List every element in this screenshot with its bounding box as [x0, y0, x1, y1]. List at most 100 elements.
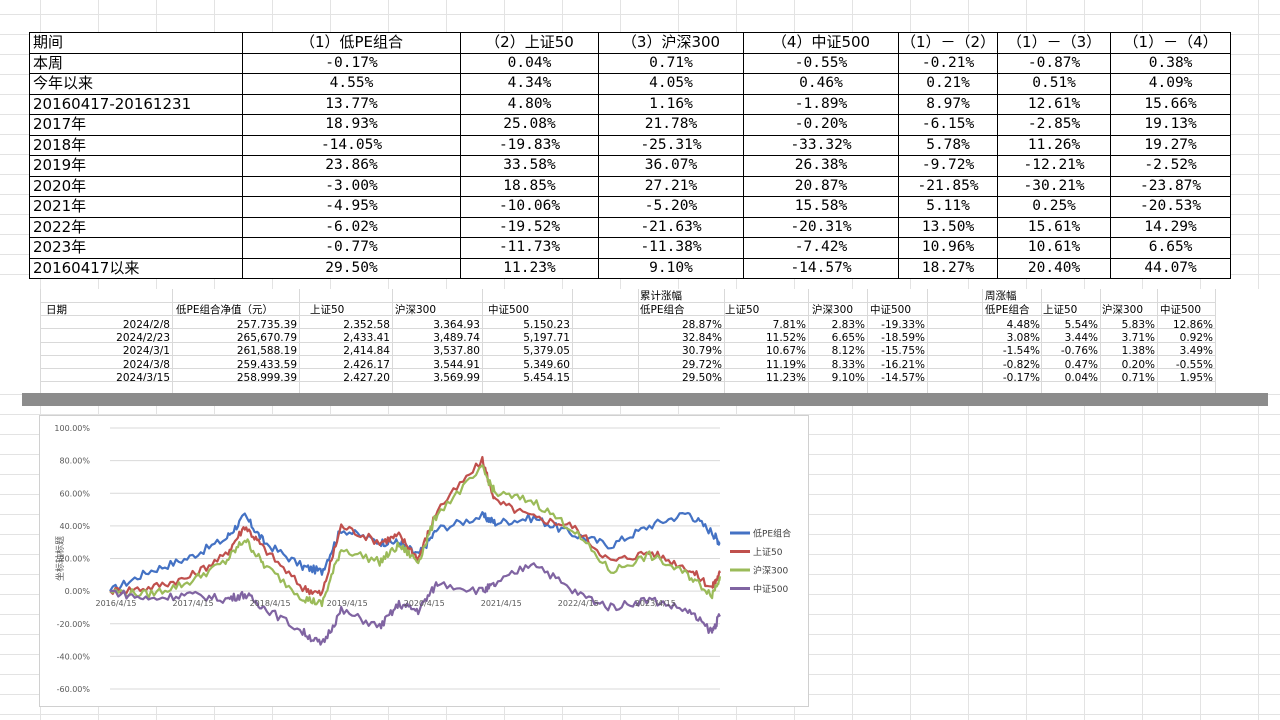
value-cell[interactable]: 36.07% — [598, 155, 744, 177]
nav-header-cell[interactable]: 中证500 — [1160, 304, 1202, 316]
value-cell[interactable]: -7.42% — [743, 237, 899, 259]
value-cell[interactable]: 21.78% — [598, 114, 744, 136]
nav-cell[interactable]: 1.95% — [1179, 371, 1213, 384]
value-cell[interactable]: 0.21% — [897, 73, 999, 95]
value-cell[interactable]: 18.27% — [897, 257, 999, 279]
row-label-cell[interactable]: 本周 — [29, 52, 243, 74]
value-cell[interactable]: -11.38% — [598, 237, 744, 259]
nav-cell[interactable]: 0.20% — [1121, 358, 1155, 371]
nav-cell[interactable]: 6.65% — [831, 332, 865, 345]
nav-cell[interactable]: 2024/3/8 — [122, 358, 170, 371]
nav-cell[interactable]: -0.55% — [1175, 358, 1213, 371]
value-cell[interactable]: 27.21% — [598, 175, 744, 197]
nav-cell[interactable]: -0.17% — [1002, 371, 1040, 384]
nav-cell[interactable]: 5,197.71 — [523, 332, 570, 345]
value-cell[interactable]: -0.55% — [743, 52, 899, 74]
nav-cell[interactable]: 2,352.58 — [343, 319, 390, 331]
nav-cell[interactable]: 4.48% — [1006, 319, 1040, 331]
nav-header-cell[interactable]: 沪深300 — [812, 304, 854, 316]
nav-cell[interactable]: 8.12% — [831, 345, 865, 358]
row-label-cell[interactable]: 2018年 — [29, 134, 243, 156]
row-label-cell[interactable]: 2022年 — [29, 216, 243, 238]
nav-cell[interactable]: 261,588.19 — [236, 345, 297, 358]
value-cell[interactable]: -0.77% — [242, 237, 461, 259]
value-cell[interactable]: -0.17% — [242, 52, 461, 74]
nav-cell[interactable]: -19.33% — [881, 319, 925, 331]
value-cell[interactable]: 0.71% — [598, 52, 744, 74]
value-cell[interactable]: 4.09% — [1110, 73, 1232, 95]
value-cell[interactable]: -19.83% — [460, 134, 599, 156]
value-cell[interactable]: 4.34% — [460, 73, 599, 95]
nav-cell[interactable]: 5,379.05 — [523, 345, 570, 358]
nav-header-cell[interactable]: 低PE组合 — [985, 304, 1030, 316]
nav-cell[interactable]: 258,999.39 — [236, 371, 297, 384]
nav-cell[interactable]: 5.54% — [1064, 319, 1098, 331]
nav-header-cell[interactable]: 沪深300 — [395, 304, 437, 316]
nav-cell[interactable]: 7.81% — [772, 319, 806, 331]
value-cell[interactable]: 0.38% — [1110, 52, 1232, 74]
nav-header-cell[interactable]: 上证50 — [1043, 304, 1078, 316]
value-cell[interactable]: -20.53% — [1110, 196, 1232, 218]
value-cell[interactable]: -2.52% — [1110, 155, 1232, 177]
row-label-cell[interactable]: 今年以来 — [29, 73, 243, 95]
value-cell[interactable]: 25.08% — [460, 114, 599, 136]
row-label-cell[interactable]: 2023年 — [29, 237, 243, 259]
value-cell[interactable]: 4.05% — [598, 73, 744, 95]
nav-cell[interactable]: 5.83% — [1121, 319, 1155, 331]
nav-cell[interactable]: 29.50% — [681, 371, 722, 384]
nav-header-cell[interactable]: 中证500 — [488, 304, 530, 316]
value-cell[interactable]: -0.21% — [897, 52, 999, 74]
value-cell[interactable]: 15.61% — [997, 216, 1112, 238]
value-cell[interactable]: 15.66% — [1110, 93, 1232, 115]
value-cell[interactable]: -14.05% — [242, 134, 461, 156]
value-cell[interactable]: （3）沪深300 — [598, 32, 744, 54]
value-cell[interactable]: 33.58% — [460, 155, 599, 177]
value-cell[interactable]: -4.95% — [242, 196, 461, 218]
nav-cell[interactable]: 12.86% — [1172, 319, 1213, 331]
value-cell[interactable]: -19.52% — [460, 216, 599, 238]
nav-cell[interactable]: 3,544.91 — [433, 358, 480, 371]
value-cell[interactable]: （1）－（3） — [997, 32, 1112, 54]
value-cell[interactable]: 15.58% — [743, 196, 899, 218]
value-cell[interactable]: -0.20% — [743, 114, 899, 136]
value-cell[interactable]: 26.38% — [743, 155, 899, 177]
nav-cell[interactable]: 2,433.41 — [343, 332, 390, 345]
value-cell[interactable]: -21.85% — [897, 175, 999, 197]
value-cell[interactable]: -25.31% — [598, 134, 744, 156]
value-cell[interactable]: -5.20% — [598, 196, 744, 218]
value-cell[interactable]: -33.32% — [743, 134, 899, 156]
value-cell[interactable]: 5.11% — [897, 196, 999, 218]
value-cell[interactable]: 0.46% — [743, 73, 899, 95]
value-cell[interactable]: -6.02% — [242, 216, 461, 238]
nav-header-cell[interactable]: 上证50 — [310, 304, 345, 316]
nav-cell[interactable]: 5,454.15 — [523, 371, 570, 384]
nav-cell[interactable]: 259,433.59 — [236, 358, 297, 371]
nav-cell[interactable]: 2,426.17 — [343, 358, 390, 371]
value-cell[interactable]: 4.55% — [242, 73, 461, 95]
value-cell[interactable]: 12.61% — [997, 93, 1112, 115]
value-cell[interactable]: 18.85% — [460, 175, 599, 197]
value-cell[interactable]: -23.87% — [1110, 175, 1232, 197]
value-cell[interactable]: 9.10% — [598, 257, 744, 279]
value-cell[interactable]: -30.21% — [997, 175, 1112, 197]
value-cell[interactable]: 19.13% — [1110, 114, 1232, 136]
value-cell[interactable]: -11.73% — [460, 237, 599, 259]
value-cell[interactable]: 19.27% — [1110, 134, 1232, 156]
nav-cell[interactable]: -18.59% — [881, 332, 925, 345]
nav-cell[interactable]: 32.84% — [681, 332, 722, 345]
section-cum-label[interactable]: 累计涨幅 — [640, 290, 682, 302]
nav-cell[interactable]: 1.38% — [1121, 345, 1155, 358]
value-cell[interactable]: -20.31% — [743, 216, 899, 238]
nav-cell[interactable]: -0.82% — [1002, 358, 1040, 371]
value-cell[interactable]: 14.29% — [1110, 216, 1232, 238]
nav-cell[interactable]: 3.49% — [1179, 345, 1213, 358]
nav-cell[interactable]: 0.47% — [1064, 358, 1098, 371]
value-cell[interactable]: （2）上证50 — [460, 32, 599, 54]
row-label-cell[interactable]: 2021年 — [29, 196, 243, 218]
nav-header-cell[interactable]: 上证50 — [725, 304, 760, 316]
value-cell[interactable]: （1）低PE组合 — [242, 32, 461, 54]
nav-cell[interactable]: 3,537.80 — [433, 345, 480, 358]
nav-cell[interactable]: 2,414.84 — [343, 345, 390, 358]
nav-cell[interactable]: 2024/2/23 — [116, 332, 170, 345]
value-cell[interactable]: 11.26% — [997, 134, 1112, 156]
